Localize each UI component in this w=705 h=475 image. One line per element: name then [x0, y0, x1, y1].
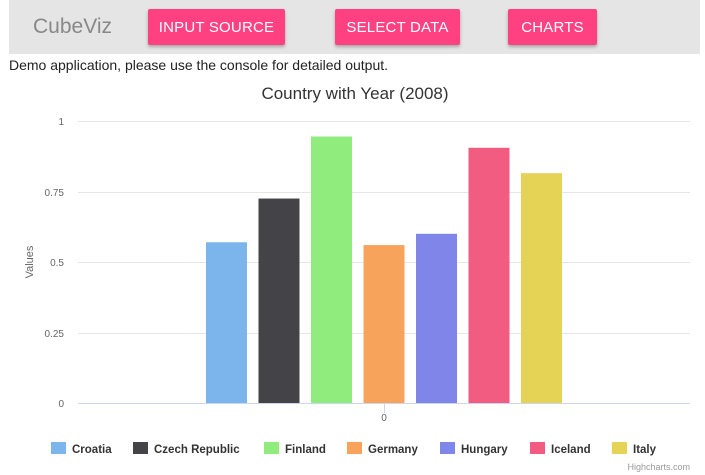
legend-swatch [347, 442, 362, 454]
demo-message: Demo application, please use the console… [9, 57, 389, 73]
legend-swatch [530, 442, 545, 454]
y-tick-label: 0.75 [45, 188, 65, 199]
legend-label: Italy [633, 444, 657, 456]
app-brand[interactable]: CubeViz [33, 15, 112, 38]
input-source-button[interactable]: INPUT SOURCE [148, 9, 285, 45]
y-tick-label: 0.5 [50, 258, 64, 269]
x-axis-category-label: 0 [381, 413, 387, 424]
bar-hungary[interactable] [416, 233, 457, 403]
bars [206, 136, 562, 403]
legend-swatch [51, 442, 66, 454]
legend-item-hungary[interactable]: Hungary [440, 442, 508, 456]
bar-italy[interactable] [521, 173, 562, 403]
legend-label: Germany [368, 444, 418, 456]
legend-swatch [612, 442, 627, 454]
chart-legend: Croatia Czech Republic Finland Germany Hunga… [51, 442, 657, 456]
bar-germany[interactable] [363, 245, 405, 403]
legend-swatch [133, 442, 148, 454]
y-axis-ticks: 0 0.25 0.5 0.75 1 [45, 117, 65, 410]
legend-label: Hungary [461, 444, 508, 456]
y-tick-label: 0 [58, 399, 64, 410]
legend-item-iceland[interactable]: Iceland [530, 442, 591, 456]
chart-credit[interactable]: Highcharts.com [627, 462, 690, 472]
legend-item-finland[interactable]: Finland [264, 442, 326, 456]
y-tick-label: 0.25 [45, 329, 65, 340]
bar-croatia[interactable] [206, 242, 247, 403]
legend-swatch [264, 442, 279, 454]
y-tick-label: 1 [58, 117, 64, 128]
legend-label: Finland [285, 444, 326, 456]
charts-button[interactable]: CHARTS [508, 9, 597, 45]
legend-label: Czech Republic [154, 444, 240, 456]
bar-finland[interactable] [311, 136, 352, 403]
bar-czech-republic[interactable] [258, 198, 300, 403]
legend-item-croatia[interactable]: Croatia [51, 442, 112, 456]
legend-item-germany[interactable]: Germany [347, 442, 418, 456]
legend-item-czech-republic[interactable]: Czech Republic [133, 442, 240, 456]
legend-label: Croatia [72, 444, 112, 456]
legend-item-italy[interactable]: Italy [612, 442, 657, 456]
chart-svg: Country with Year (2008) 0 0.25 0.5 0.75 1 V… [24, 84, 690, 472]
bar-chart: Country with Year (2008) 0 0.25 0.5 0.75 1 V… [0, 76, 705, 475]
y-axis-label: Values [24, 245, 36, 278]
select-data-button[interactable]: SELECT DATA [335, 9, 460, 45]
chart-title: Country with Year (2008) [261, 84, 448, 103]
app-toolbar: CubeViz INPUT SOURCE SELECT DATA CHARTS [9, 0, 700, 54]
legend-label: Iceland [551, 444, 591, 456]
legend-swatch [440, 442, 455, 454]
bar-iceland[interactable] [468, 147, 510, 403]
